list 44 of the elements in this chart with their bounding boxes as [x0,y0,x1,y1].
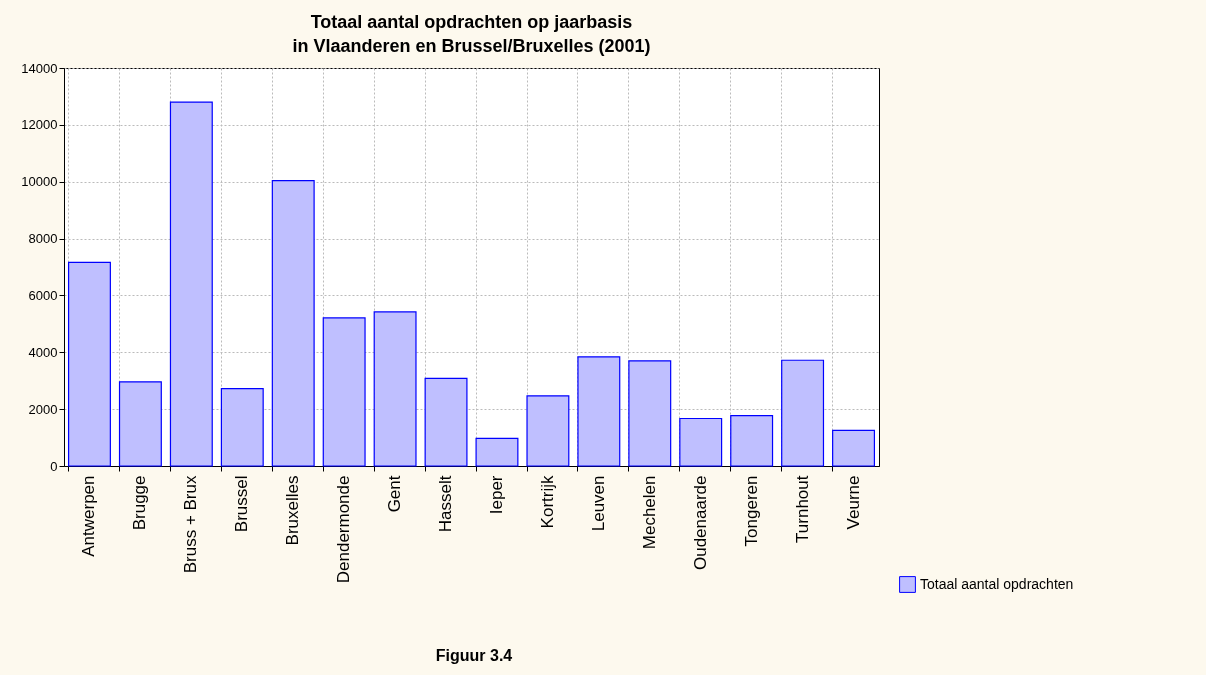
bar [322,317,366,467]
x-tick-label: Veurne [843,475,863,530]
bar [730,415,774,467]
bar [169,101,213,467]
bar [373,311,417,467]
y-tick-label: 12000 [21,117,58,133]
x-tick-label: Mechelen [639,475,659,550]
x-tick-label: Turnhout [792,475,812,543]
y-tick-label: 0 [50,458,58,474]
y-tick-label: 4000 [28,344,58,360]
bar [832,429,876,467]
y-tick-label: 10000 [21,174,58,190]
y-tick-label: 2000 [28,401,58,417]
x-tick-label: Gent [385,475,405,513]
bar [577,356,621,467]
x-tick-label: Ieper [486,475,506,515]
text: Totaal aantal opdrachten op jaarbasis [310,12,633,32]
x-tick-label: Brussel [232,475,252,533]
x-tick-label: Antwerpen [79,475,99,557]
x-tick-label: Oudenaarde [690,475,710,571]
y-tick-label: 14000 [21,60,58,76]
x-tick-label: Brugge [130,475,150,531]
y-tick-label: 6000 [28,287,58,303]
bar [424,377,468,467]
bar [118,381,162,467]
x-tick-label: Tongeren [741,475,761,547]
bar [475,437,519,467]
x-tick-label: Leuven [588,475,608,532]
legend-label: Totaal aantal opdrachten [920,575,1074,592]
x-tick-label: Bruss + Brux [181,475,201,574]
y-tick-label: 8000 [28,231,58,247]
x-tick-label: Kortrijk [537,475,557,529]
x-tick-label: Bruxelles [283,475,303,546]
bar [679,417,723,467]
bar [220,388,264,467]
bar [628,360,672,467]
bar [271,179,315,467]
text: Figuur 3.4 [435,647,513,664]
bar [781,359,825,467]
text: in Vlaanderen en Brussel/Bruxelles (2001) [292,36,651,56]
bar [67,261,111,467]
x-tick-label: Hasselt [436,475,456,533]
bar [526,395,570,467]
x-tick-label: Dendermonde [334,475,354,584]
